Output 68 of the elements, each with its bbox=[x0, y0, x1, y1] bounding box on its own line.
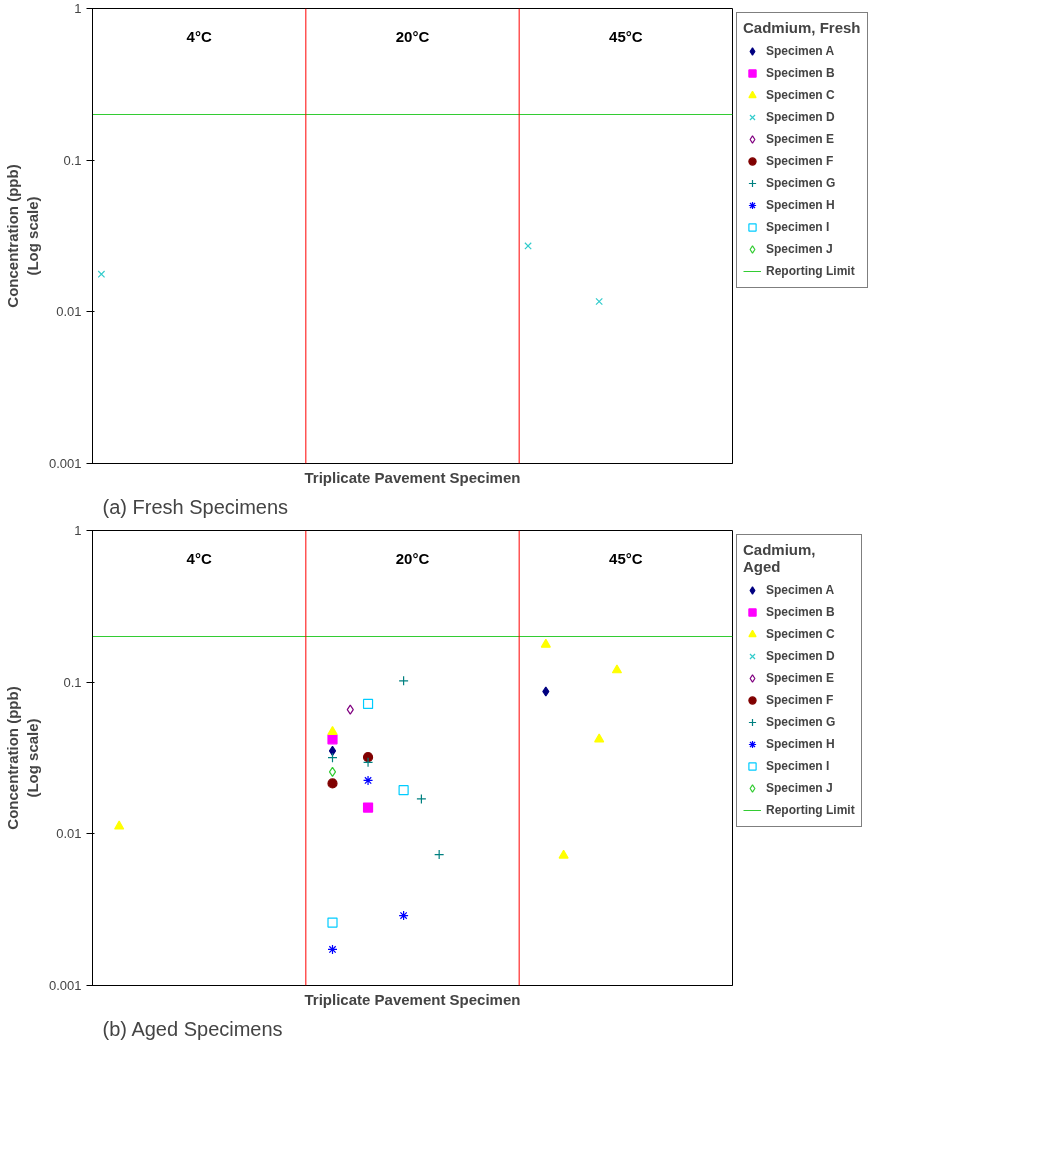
x-axis-title: Triplicate Pavement Specimen bbox=[304, 468, 521, 486]
text: (a) Fresh Specimens bbox=[102, 495, 289, 518]
point bbox=[327, 917, 338, 928]
y-axis-title: Concentration (ppb) (Log scale) bbox=[3, 164, 41, 308]
legend-label: Specimen H bbox=[766, 198, 835, 212]
point bbox=[398, 675, 409, 686]
point bbox=[542, 686, 550, 697]
y-tick-label: 0.001 bbox=[48, 456, 82, 471]
point bbox=[327, 944, 338, 955]
legend-label: Specimen J bbox=[766, 781, 833, 795]
legend-label: Specimen C bbox=[766, 627, 835, 641]
annotation: 45°C bbox=[609, 550, 643, 568]
point bbox=[594, 733, 605, 743]
point bbox=[362, 802, 374, 813]
x-axis-title: Triplicate Pavement Specimen bbox=[304, 990, 521, 1008]
legend-label: Specimen E bbox=[766, 671, 835, 685]
legend-label: Specimen F bbox=[766, 693, 834, 707]
y-axis-title: Concentration (ppb) (Log scale) bbox=[3, 686, 41, 830]
annotation: 20°C bbox=[395, 28, 430, 46]
point bbox=[362, 775, 374, 786]
legend-title: Cadmium, Fresh bbox=[743, 19, 861, 36]
point bbox=[327, 725, 338, 735]
y-tick-label: 0.01 bbox=[56, 304, 82, 320]
legend-label: Reporting Limit bbox=[766, 264, 855, 278]
legend-label: Specimen E bbox=[766, 132, 835, 146]
point bbox=[328, 766, 337, 778]
annotation: 45°C bbox=[609, 28, 643, 46]
point bbox=[416, 793, 427, 804]
legend-label: Specimen A bbox=[766, 583, 835, 597]
point bbox=[398, 910, 409, 921]
legend-label: Specimen G bbox=[766, 715, 836, 729]
point bbox=[611, 664, 623, 674]
point bbox=[362, 698, 374, 709]
legend-label: Specimen G bbox=[766, 176, 836, 190]
point bbox=[327, 778, 338, 789]
legend-label: Specimen I bbox=[766, 220, 830, 234]
point bbox=[327, 734, 338, 745]
point bbox=[114, 820, 125, 830]
legend-label: Specimen D bbox=[766, 649, 835, 663]
legend-label: Specimen H bbox=[766, 737, 835, 751]
legend-label: Specimen C bbox=[766, 88, 835, 102]
legend-label: Specimen I bbox=[766, 759, 830, 773]
point bbox=[346, 704, 354, 715]
annotation: 20°C bbox=[395, 550, 430, 568]
legend-label: Specimen A bbox=[766, 44, 835, 58]
y-tick-label: 0.01 bbox=[56, 826, 82, 842]
y-tick-label: 0.1 bbox=[63, 152, 82, 168]
point bbox=[595, 297, 603, 306]
y-tick-label: 1 bbox=[74, 523, 82, 538]
legend-label: Specimen J bbox=[766, 242, 833, 256]
legend-label: Reporting Limit bbox=[766, 803, 855, 817]
point bbox=[398, 785, 409, 796]
text: (b) Aged Specimens bbox=[102, 1017, 283, 1040]
legend-label: Specimen B bbox=[766, 66, 835, 80]
point bbox=[558, 849, 569, 859]
legend-title: Cadmium, Aged bbox=[743, 541, 817, 575]
point bbox=[328, 745, 337, 757]
point bbox=[540, 638, 551, 648]
legend-label: Specimen D bbox=[766, 110, 835, 124]
legend-label: Specimen B bbox=[766, 605, 835, 619]
point bbox=[97, 270, 106, 279]
y-tick-label: 0.1 bbox=[63, 674, 82, 690]
point bbox=[362, 757, 374, 768]
legend-label: Specimen F bbox=[766, 154, 834, 168]
y-tick-label: 0.001 bbox=[48, 978, 82, 993]
annotation: 4°C bbox=[186, 28, 212, 46]
annotation: 4°C bbox=[186, 550, 212, 568]
y-tick-label: 1 bbox=[74, 1, 82, 16]
